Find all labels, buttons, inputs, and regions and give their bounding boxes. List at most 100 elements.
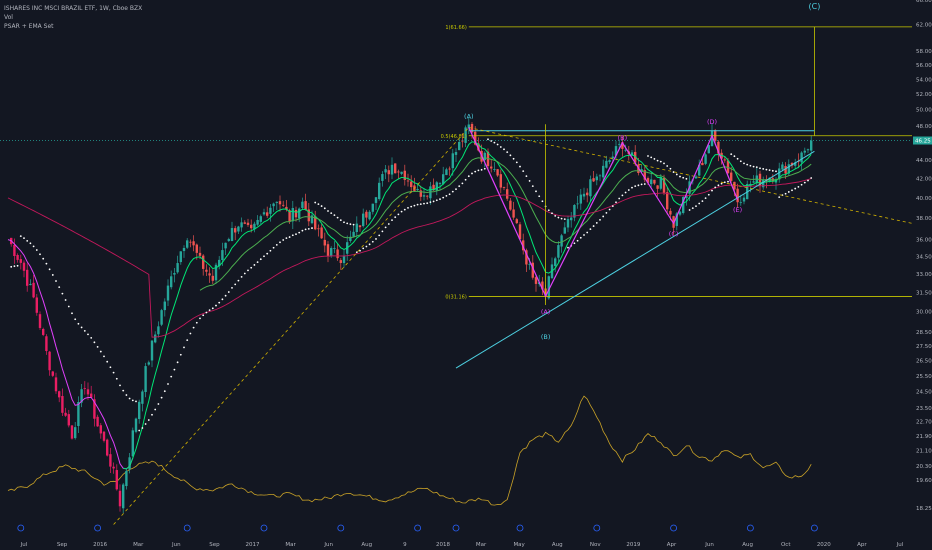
psar-dot xyxy=(224,294,227,297)
psar-dot xyxy=(192,326,195,329)
candle-body xyxy=(586,192,589,196)
price-axis[interactable]: 18.25 19.60 20.30 21.10 21.90 22.70 23.50 24.50… xyxy=(916,0,932,512)
psar-dot xyxy=(167,383,169,385)
x-tick-label: Jun xyxy=(323,542,333,548)
candle-body xyxy=(368,211,371,220)
x-tick-label: May xyxy=(513,542,525,548)
psar-dot xyxy=(346,222,349,225)
candle-body xyxy=(726,160,730,174)
psar-dot xyxy=(451,190,454,193)
y-tick-label: 26.50 xyxy=(916,359,932,365)
psar-dot xyxy=(723,181,726,184)
candle-body xyxy=(333,248,336,249)
candle-body xyxy=(669,210,672,215)
dividend-marker xyxy=(414,524,422,532)
elliott-wave-path[interactable] xyxy=(468,127,739,298)
x-tick-label: 2020 xyxy=(817,542,831,548)
candle-body xyxy=(458,141,461,151)
candle-body xyxy=(784,166,787,174)
psar-dot xyxy=(656,159,659,162)
candle-body xyxy=(374,197,378,203)
psar-dot xyxy=(381,230,384,233)
psar-dot xyxy=(704,197,707,200)
candle-body xyxy=(77,402,80,427)
psar-dot xyxy=(784,192,787,195)
psar-dot xyxy=(727,180,729,183)
wave-label: (C) xyxy=(808,2,820,11)
psar-dot xyxy=(407,206,409,209)
psar-dot xyxy=(461,182,464,185)
psar-dot xyxy=(176,361,179,364)
candle-body xyxy=(131,430,134,457)
x-tick-label: Aug xyxy=(361,542,372,548)
psar-dot xyxy=(611,205,614,208)
psar-dot xyxy=(807,179,809,182)
psar-dot xyxy=(368,243,371,246)
psar-dot xyxy=(23,237,25,240)
x-tick-label: Aug xyxy=(552,542,563,548)
candle-body xyxy=(618,143,621,145)
candle-body xyxy=(509,200,512,210)
psar-dot xyxy=(743,162,745,165)
candle-body xyxy=(122,484,125,509)
psar-dot xyxy=(675,173,678,176)
candle-body xyxy=(298,208,301,219)
candle-body xyxy=(234,228,237,233)
candle-body xyxy=(634,151,637,163)
psar-dot xyxy=(237,279,240,282)
candle-body xyxy=(26,269,29,286)
candle-body xyxy=(118,490,122,507)
candle-body xyxy=(371,203,374,212)
candle-body xyxy=(707,145,710,154)
fib-levels[interactable]: 1(61.66) 0.5(46.81) 0(31.16) xyxy=(441,25,912,306)
psar-dot xyxy=(771,169,774,172)
volume-line xyxy=(7,395,812,506)
psar-dot xyxy=(794,187,797,190)
candle-body xyxy=(74,427,77,439)
psar-dot xyxy=(301,229,304,232)
x-tick-label: 2018 xyxy=(436,542,450,548)
x-tick-label: Aug xyxy=(742,542,753,548)
psar-dot xyxy=(627,189,630,191)
candle-body xyxy=(134,418,138,432)
candle-body xyxy=(166,285,170,301)
candle-body xyxy=(288,210,291,222)
psar-dot xyxy=(29,242,32,245)
psar-dot xyxy=(64,299,67,301)
current-price-label: 46.25 xyxy=(915,139,931,145)
psar-dot xyxy=(471,172,473,175)
psar-dot xyxy=(397,213,400,216)
candle-body xyxy=(208,273,211,276)
psar-dot xyxy=(442,196,445,199)
candle-body xyxy=(496,169,499,176)
candle-body xyxy=(525,250,528,265)
candle-body xyxy=(515,219,518,224)
x-tick-label: Nov xyxy=(590,542,601,548)
psar-dot xyxy=(474,170,477,173)
candle-body xyxy=(38,314,42,328)
psar-dot xyxy=(160,396,163,399)
psar-dot xyxy=(695,205,697,208)
candle-body xyxy=(560,235,563,247)
time-axis[interactable]: Jul Sep 2016 Mar Jun Sep 2017 Mar Jun Aug 9 2018 Mar… xyxy=(20,542,904,548)
candle-body xyxy=(243,222,246,224)
psar-dot xyxy=(74,318,77,321)
psar-dot xyxy=(768,169,771,172)
x-tick-label: Apr xyxy=(857,542,867,548)
psar-dot xyxy=(45,262,48,265)
support-trendline[interactable] xyxy=(455,150,815,369)
psar-dot xyxy=(96,345,99,348)
candle-body xyxy=(307,209,310,222)
psar-dot xyxy=(640,183,643,186)
psar-dot xyxy=(58,286,61,289)
psar-dot xyxy=(509,154,512,157)
psar-dot xyxy=(464,178,467,181)
psar-dot xyxy=(128,397,131,400)
psar-dot xyxy=(714,186,717,189)
dashed-uptrend-line[interactable] xyxy=(113,127,470,525)
y-tick-label: 28.50 xyxy=(916,330,932,336)
candle-body xyxy=(778,168,781,180)
candle-body xyxy=(99,425,102,434)
psar-dot xyxy=(218,301,221,304)
